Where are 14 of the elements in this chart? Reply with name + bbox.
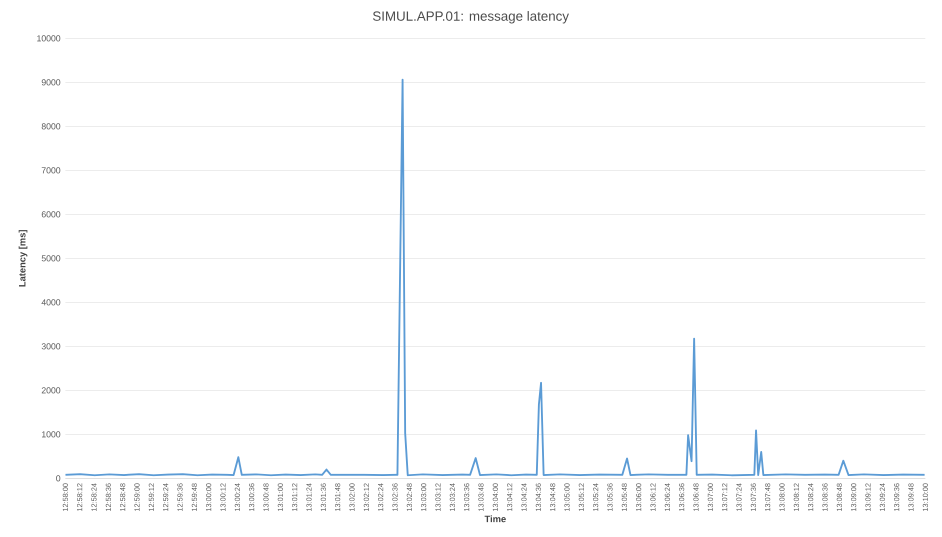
- y-tick-label: 2000: [42, 387, 60, 394]
- y-tick-label: 0: [56, 475, 60, 482]
- chart-title: SIMUL.APP.01: message latency: [372, 11, 569, 24]
- y-axis-title: Latency [ms]: [18, 230, 28, 286]
- y-tick-label: 7000: [42, 167, 60, 174]
- y-tick-label: 3000: [42, 343, 60, 350]
- y-tick-label: 4000: [42, 299, 60, 306]
- y-tick-label: 8000: [42, 123, 60, 130]
- y-tick-label: 5000: [42, 255, 60, 262]
- y-tick-label: 1000: [42, 431, 60, 438]
- y-tick-label: 6000: [42, 211, 60, 218]
- x-axis-title: Time: [484, 515, 506, 522]
- y-tick-label: 9000: [42, 79, 60, 86]
- y-tick-label: 10000: [37, 35, 60, 42]
